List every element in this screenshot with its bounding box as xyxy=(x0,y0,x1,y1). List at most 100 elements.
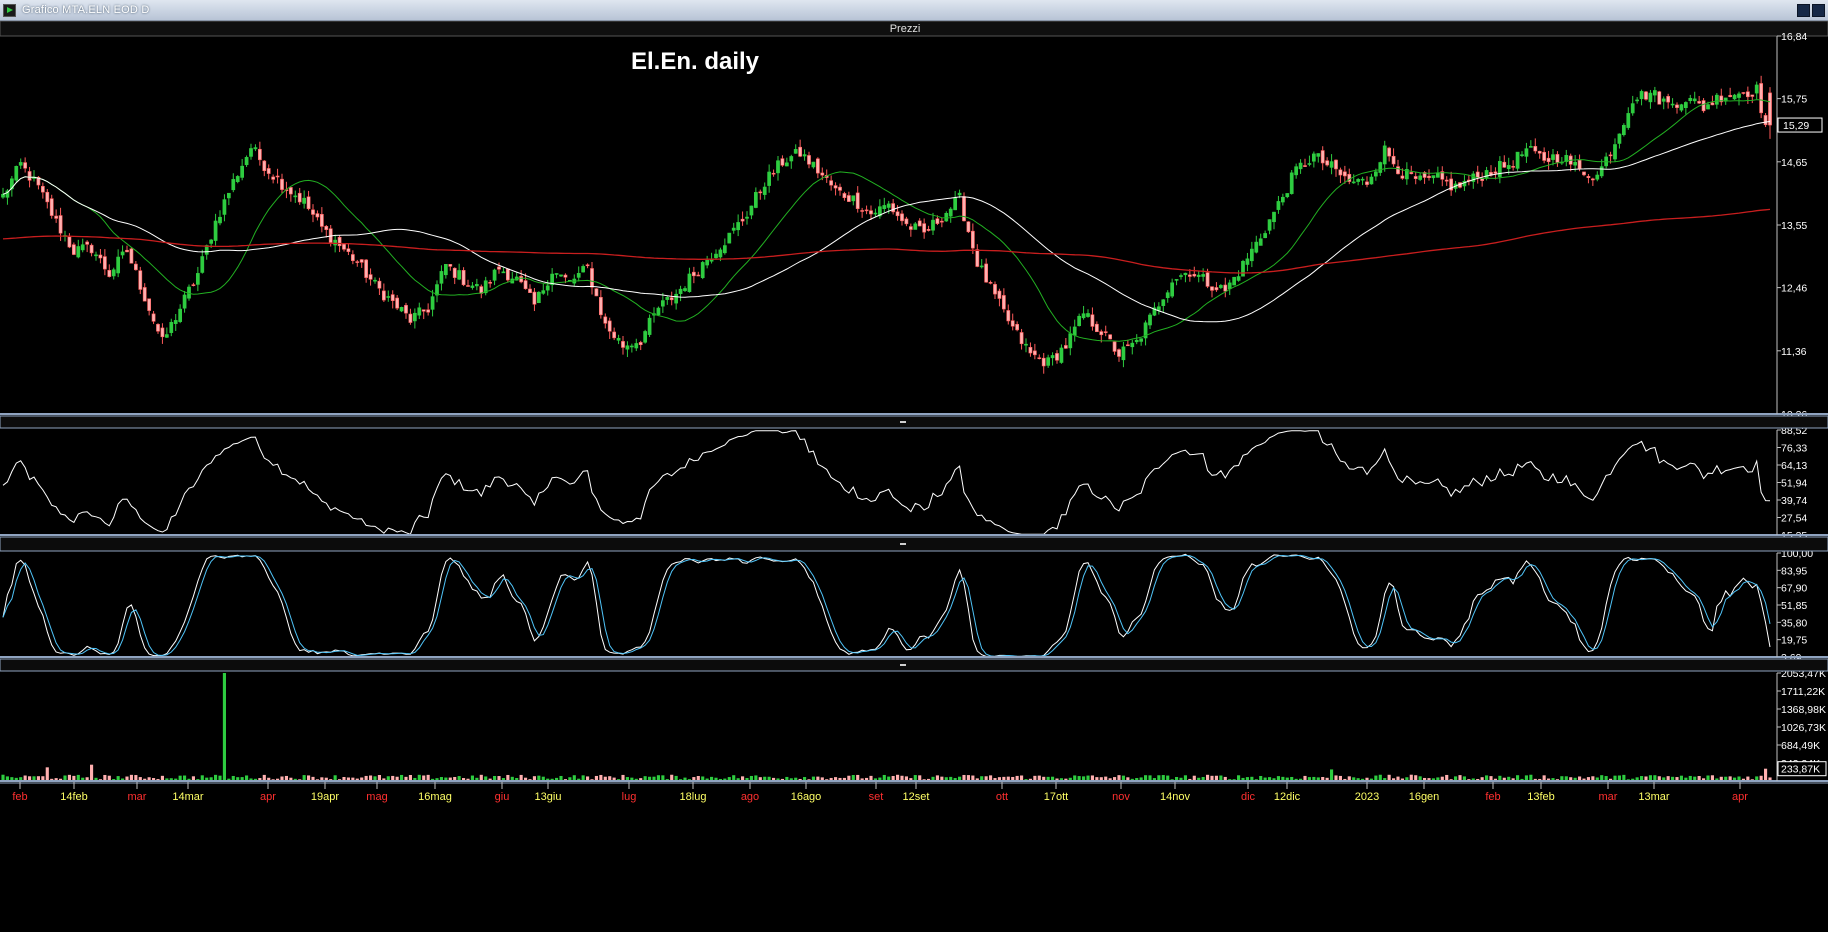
volume-bar xyxy=(1635,777,1639,781)
volume-bar xyxy=(909,778,913,781)
candle-body xyxy=(244,157,249,166)
volume-bar xyxy=(488,778,492,781)
volume-bar xyxy=(1166,775,1170,781)
volume-bar xyxy=(1197,777,1201,781)
volume-bar xyxy=(23,775,27,781)
volume-bar xyxy=(302,775,306,781)
candle-body xyxy=(1232,276,1237,286)
candle-body xyxy=(1586,176,1591,179)
volume-bar xyxy=(466,778,470,781)
volume-bar xyxy=(634,778,638,781)
volume-bar xyxy=(1746,776,1750,781)
volume-bar xyxy=(1728,776,1732,781)
candle-body xyxy=(1626,113,1631,128)
volume-bar xyxy=(373,776,377,781)
candle-body xyxy=(1373,171,1378,177)
candle-body xyxy=(1608,154,1613,157)
y-tick-label: 1026,73K xyxy=(1781,722,1826,734)
volume-bar xyxy=(1502,777,1506,781)
volume-bar xyxy=(1733,777,1737,781)
volume-bar xyxy=(878,777,882,781)
x-tick-label: set xyxy=(869,791,884,803)
candle-body xyxy=(404,305,408,314)
candle-body xyxy=(674,293,679,304)
candle-body xyxy=(939,220,944,223)
x-tick-label: feb xyxy=(12,791,27,803)
candle-body xyxy=(302,197,307,204)
candle-body xyxy=(1103,331,1108,333)
volume-bar xyxy=(262,774,266,781)
candle-body xyxy=(49,198,54,216)
candle-body xyxy=(40,186,45,193)
candle-body xyxy=(873,212,878,215)
candle-body xyxy=(563,274,568,278)
volume-bar xyxy=(1135,778,1139,781)
volume-bar xyxy=(1006,776,1010,781)
candle-body xyxy=(120,251,125,256)
pane-splitter-2 xyxy=(0,658,1828,672)
volume-bar xyxy=(838,777,842,781)
x-tick-label: 12dic xyxy=(1274,791,1301,803)
volume-bar xyxy=(129,774,133,781)
volume-bar xyxy=(1011,776,1015,781)
candle-body xyxy=(142,287,147,302)
volume-bar xyxy=(143,778,147,781)
candle-body xyxy=(798,146,803,157)
y-tick-label: 16,84 xyxy=(1781,31,1807,43)
candle-body xyxy=(466,285,470,287)
volume-bar xyxy=(1595,777,1599,781)
candle-body xyxy=(1599,166,1604,177)
volume-bar xyxy=(1719,776,1723,781)
candle-body xyxy=(612,331,617,339)
volume-bar xyxy=(1303,775,1307,781)
price-pane[interactable]: El.En. daily 16,84 15,75 14,65 13,55 12,46 11… xyxy=(1,31,1823,421)
candle-body xyxy=(1245,258,1250,265)
candle-body xyxy=(191,284,196,286)
candle-body xyxy=(483,280,488,294)
volume-bar xyxy=(1671,776,1675,781)
close-button[interactable] xyxy=(1812,4,1825,17)
chart-area[interactable]: Prezzi El.En. daily 16,84 15,75 14,65 13,55… xyxy=(0,21,1828,932)
candle-body xyxy=(324,225,329,230)
candle-body xyxy=(722,245,727,254)
candle-body xyxy=(1303,165,1307,167)
volume-bar xyxy=(54,778,58,781)
candle-body xyxy=(470,285,475,288)
candle-body xyxy=(249,148,253,157)
volume-bar xyxy=(710,776,714,781)
candle-body xyxy=(1010,320,1015,327)
candle-body xyxy=(815,158,820,174)
candle-body xyxy=(435,284,439,296)
volume-bar xyxy=(1622,774,1626,781)
volume-bar xyxy=(293,778,297,781)
volume-bar xyxy=(1547,778,1551,781)
volume-pane[interactable]: 2053,47K1711,22K1368,98K1026,73K684,49K3… xyxy=(1,668,1827,781)
ma-long-line xyxy=(2,208,1771,274)
volume-bar xyxy=(1613,775,1617,781)
volume-bar xyxy=(470,775,474,781)
candle-body xyxy=(966,221,971,233)
candle-body xyxy=(842,193,847,199)
candle-body xyxy=(740,218,745,222)
candle-body xyxy=(900,213,904,222)
volume-bar xyxy=(1524,775,1528,781)
candle-body xyxy=(204,245,209,255)
x-tick-label: 14mar xyxy=(172,791,204,803)
candle-body xyxy=(1134,339,1139,343)
candle-body xyxy=(412,312,417,322)
candle-body xyxy=(935,218,940,224)
candle-body xyxy=(780,158,785,166)
volume-bar xyxy=(19,777,23,781)
volume-bar xyxy=(320,777,324,781)
volume-bar xyxy=(1436,777,1440,781)
candle-body xyxy=(107,270,112,277)
volume-bar xyxy=(1055,778,1059,781)
volume-bar xyxy=(745,777,749,781)
candle-body xyxy=(1706,104,1710,110)
candle-body xyxy=(1679,104,1684,111)
candle-body xyxy=(156,324,160,332)
volume-bar xyxy=(435,778,439,781)
minimize-button[interactable] xyxy=(1797,4,1810,17)
